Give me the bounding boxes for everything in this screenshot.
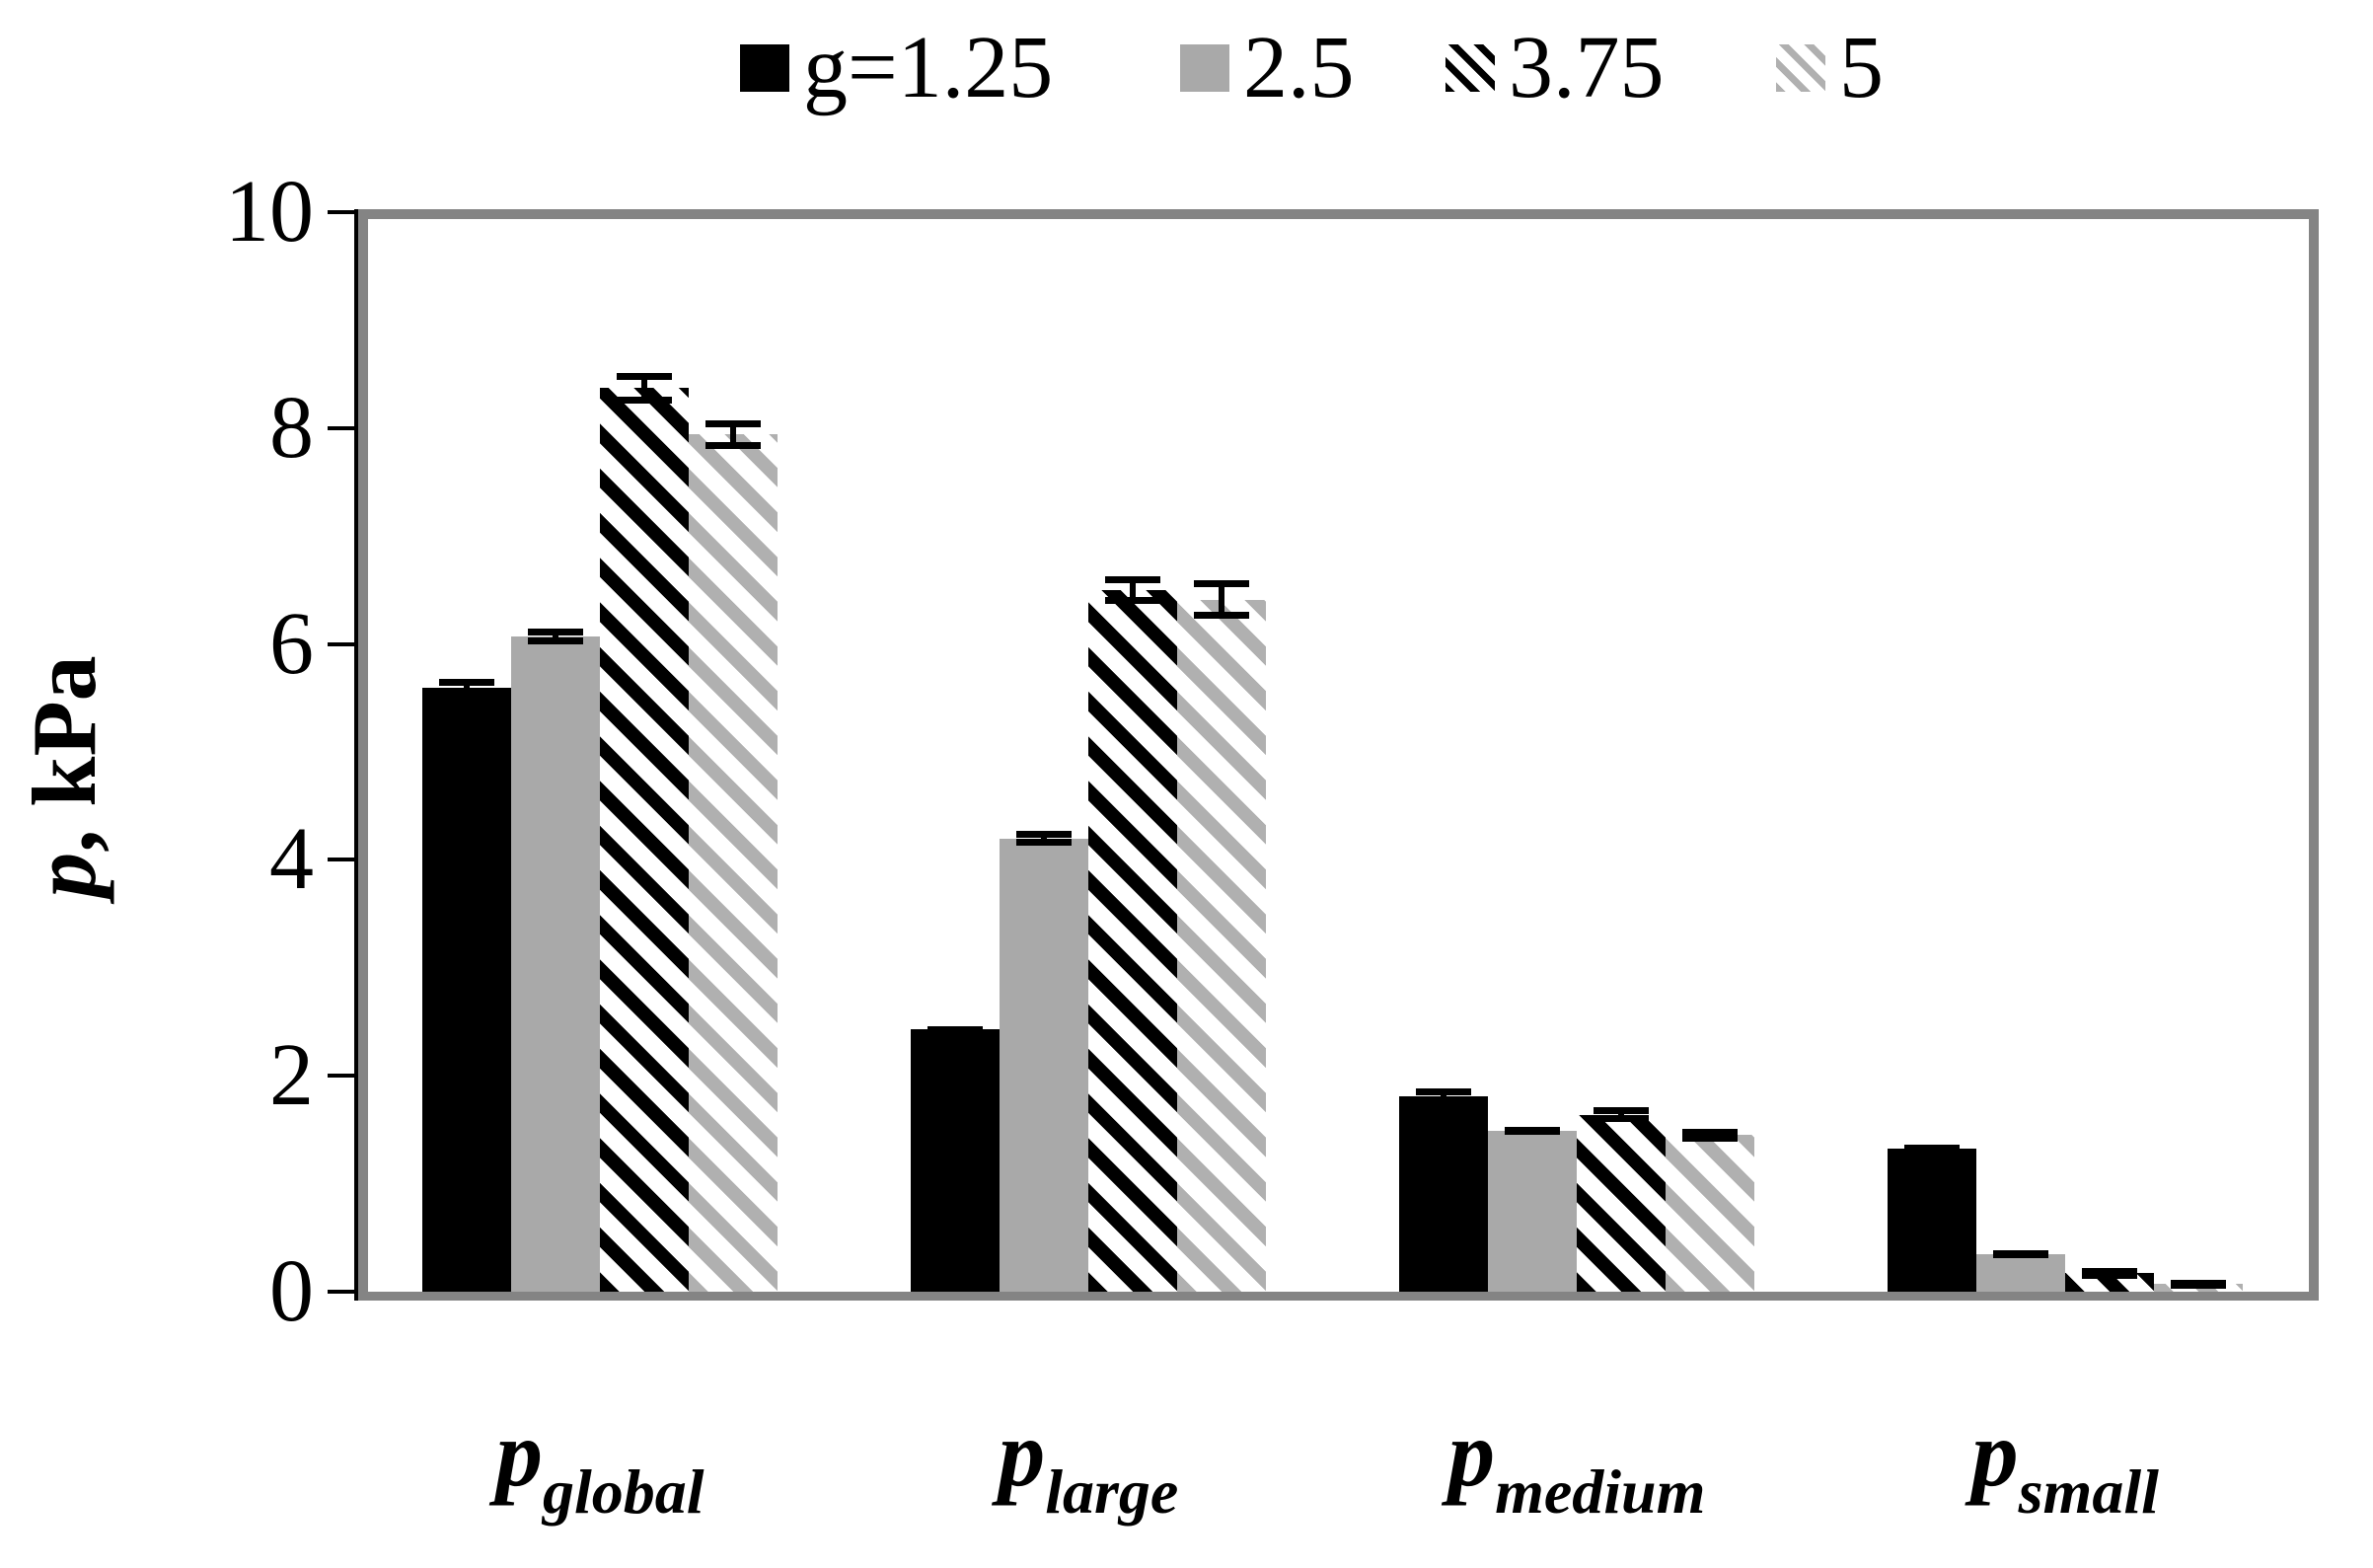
bar-large-g1.25 xyxy=(911,1029,1000,1292)
category-label-global: pglobal xyxy=(495,1401,704,1527)
legend-label: g=1.25 xyxy=(803,19,1054,116)
error-bar-global-g3.75 xyxy=(617,373,672,404)
error-bar-medium-g2.5 xyxy=(1505,1126,1560,1136)
bar-large-g5 xyxy=(1177,599,1266,1292)
y-axis-tick-8 xyxy=(328,425,354,430)
y-axis-tick-10 xyxy=(328,210,354,214)
bar-medium-g3.75 xyxy=(1577,1114,1666,1292)
error-bar-large-g3.75 xyxy=(1105,575,1160,605)
legend-item-1.25: g=1.25 xyxy=(740,19,1054,116)
legend-swatch-solid-gray-icon xyxy=(1180,44,1229,92)
error-bar-global-g1.25 xyxy=(439,678,494,699)
bar-global-g3.75 xyxy=(600,388,689,1292)
category-label-small: psmall xyxy=(1971,1401,2159,1527)
plot-area: 0 2 4 6 8 10 xyxy=(225,165,2319,1339)
legend-item-5: 5 xyxy=(1776,19,1884,116)
y-axis-tick-4 xyxy=(328,858,354,862)
error-bar-global-g2.5 xyxy=(528,629,583,644)
error-bar-large-g1.25 xyxy=(927,1025,983,1034)
legend-label: 5 xyxy=(1839,19,1884,116)
legend-swatch-hatch-gray-icon xyxy=(1776,44,1825,92)
plot-frame-bottom xyxy=(358,1292,2319,1301)
legend-label: 3.75 xyxy=(1509,19,1665,116)
bar-global-g2.5 xyxy=(511,635,600,1292)
y-axis-title-plain: , kPa xyxy=(14,655,114,853)
error-bar-small-g3.75 xyxy=(2082,1267,2137,1279)
error-bar-medium-g3.75 xyxy=(1594,1106,1649,1123)
category-label-large: plarge xyxy=(998,1401,1179,1527)
bar-large-g3.75 xyxy=(1088,589,1177,1292)
y-axis-title: p, kPa xyxy=(14,481,114,1073)
error-bar-medium-g5 xyxy=(1682,1128,1738,1143)
legend-item-2.5: 2.5 xyxy=(1180,19,1355,116)
error-bar-global-g5 xyxy=(705,420,761,450)
y-axis-line xyxy=(354,209,358,1301)
bar-medium-g1.25 xyxy=(1399,1096,1488,1292)
error-bar-large-g5 xyxy=(1194,580,1249,620)
legend-swatch-solid-black-icon xyxy=(740,44,789,92)
error-bar-medium-g1.25 xyxy=(1416,1088,1471,1104)
bar-global-g1.25 xyxy=(422,688,511,1292)
y-axis-tick-label-4: 4 xyxy=(269,810,314,909)
y-axis-tick-6 xyxy=(328,641,354,646)
error-bar-small-g2.5 xyxy=(1993,1250,2048,1259)
y-axis-tick-label-10: 10 xyxy=(225,163,314,261)
y-axis-tick-label-6: 6 xyxy=(269,594,314,693)
plot-frame-top xyxy=(355,209,2319,219)
error-bar-large-g2.5 xyxy=(1016,830,1072,847)
legend-item-3.75: 3.75 xyxy=(1446,19,1665,116)
bar-global-g5 xyxy=(689,434,778,1292)
plot-frame-left xyxy=(358,212,368,1292)
y-axis-tick-2 xyxy=(328,1074,354,1079)
y-axis-tick-label-2: 2 xyxy=(269,1026,314,1125)
bar-medium-g5 xyxy=(1666,1135,1754,1292)
legend-label: 2.5 xyxy=(1243,19,1355,116)
plot-frame-right xyxy=(2309,209,2319,1301)
y-axis-tick-label-8: 8 xyxy=(269,378,314,477)
bar-medium-g2.5 xyxy=(1488,1131,1577,1292)
y-axis-tick-label-0: 0 xyxy=(269,1242,314,1340)
bar-small-g2.5 xyxy=(1976,1253,2065,1292)
bar-large-g2.5 xyxy=(1000,838,1088,1292)
category-label-medium: pmedium xyxy=(1447,1401,1706,1527)
legend-swatch-hatch-black-icon xyxy=(1446,44,1495,92)
chart-legend: g=1.25 2.5 3.75 5 xyxy=(0,0,2373,128)
error-bar-small-g1.25 xyxy=(1904,1145,1960,1154)
y-axis-title-italic: p xyxy=(14,852,114,898)
y-axis-tick-0 xyxy=(328,1290,354,1294)
bar-small-g1.25 xyxy=(1888,1148,1976,1292)
error-bar-small-g5 xyxy=(2171,1279,2226,1289)
